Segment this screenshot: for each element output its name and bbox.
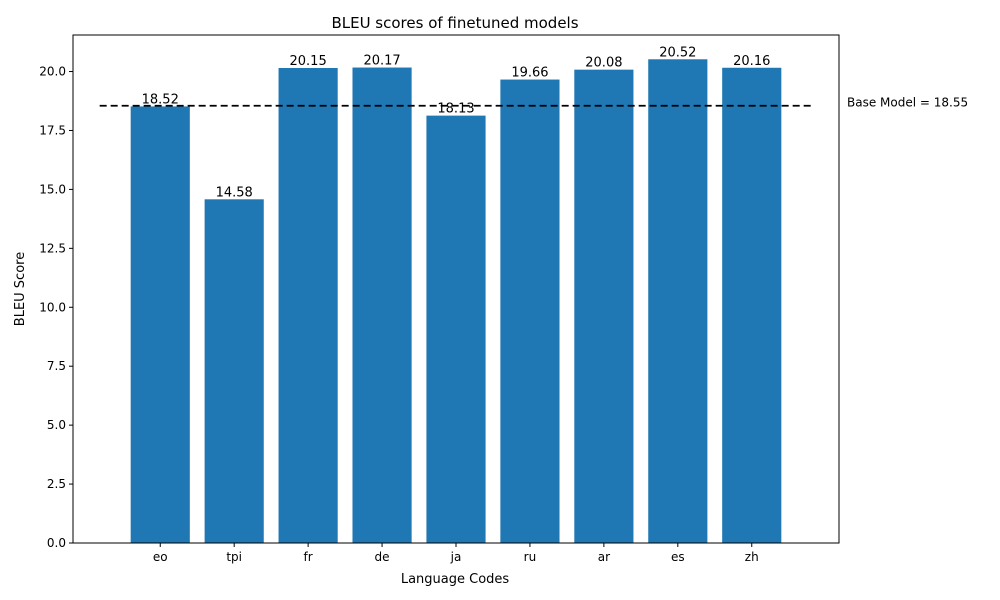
bar-value-label: 20.08 [585, 56, 622, 71]
reference-line-layer: Base Model = 18.55 [99, 96, 968, 110]
base-model-label: Base Model = 18.55 [847, 96, 968, 110]
bar-value-label: 18.13 [437, 102, 474, 117]
bar-value-label: 20.15 [290, 54, 327, 69]
y-tick-label: 12.5 [39, 241, 66, 255]
bar-ru [500, 79, 560, 543]
bar-ja [426, 115, 486, 543]
y-tick-label: 17.5 [39, 123, 66, 137]
x-axis-title: Language Codes [401, 572, 510, 587]
y-tick-label: 0.0 [47, 536, 66, 550]
bar-value-label: 19.66 [511, 66, 548, 81]
bar-es [648, 59, 708, 544]
y-tick-label: 15.0 [39, 182, 66, 196]
bars-layer: 18.52 14.58 20.15 20.17 18.13 19.66 20.08 20.52… [130, 45, 782, 544]
chart-title: BLEU scores of finetuned models [331, 14, 578, 32]
x-tick-label: es [671, 550, 685, 564]
bar-value-label: 18.52 [142, 92, 179, 107]
bar-ar [574, 69, 634, 543]
bar-value-label: 20.52 [659, 45, 696, 60]
y-tick-label: 2.5 [47, 477, 66, 491]
x-tick-label: ru [524, 550, 537, 564]
bar-value-label: 20.17 [363, 54, 400, 69]
y-tick-label: 20.0 [39, 65, 66, 79]
x-tick-label: eo [153, 550, 168, 564]
bar-tpi [204, 199, 264, 543]
x-tick-label: zh [745, 550, 759, 564]
bar-value-label: 14.58 [216, 185, 253, 200]
axes-layer: 0.0 2.5 5.0 7.5 10.0 12.5 15.0 17.5 20.0 eo tpi fr d… [39, 34, 840, 564]
x-tick-label: ja [450, 550, 462, 564]
y-tick-label: 7.5 [47, 359, 66, 373]
y-tick-label: 5.0 [47, 418, 66, 432]
bar-de [352, 67, 412, 544]
y-tick-label: 10.0 [39, 300, 66, 314]
x-tick-label: fr [304, 550, 313, 564]
y-axis-title: BLEU Score [13, 252, 28, 326]
bar-zh [722, 67, 782, 543]
x-tick-label: de [375, 550, 390, 564]
x-tick-label: tpi [226, 550, 242, 564]
bar-fr [278, 68, 338, 543]
bar-value-label: 20.16 [733, 54, 770, 69]
x-tick-label: ar [598, 550, 610, 564]
bar-eo [130, 106, 190, 543]
